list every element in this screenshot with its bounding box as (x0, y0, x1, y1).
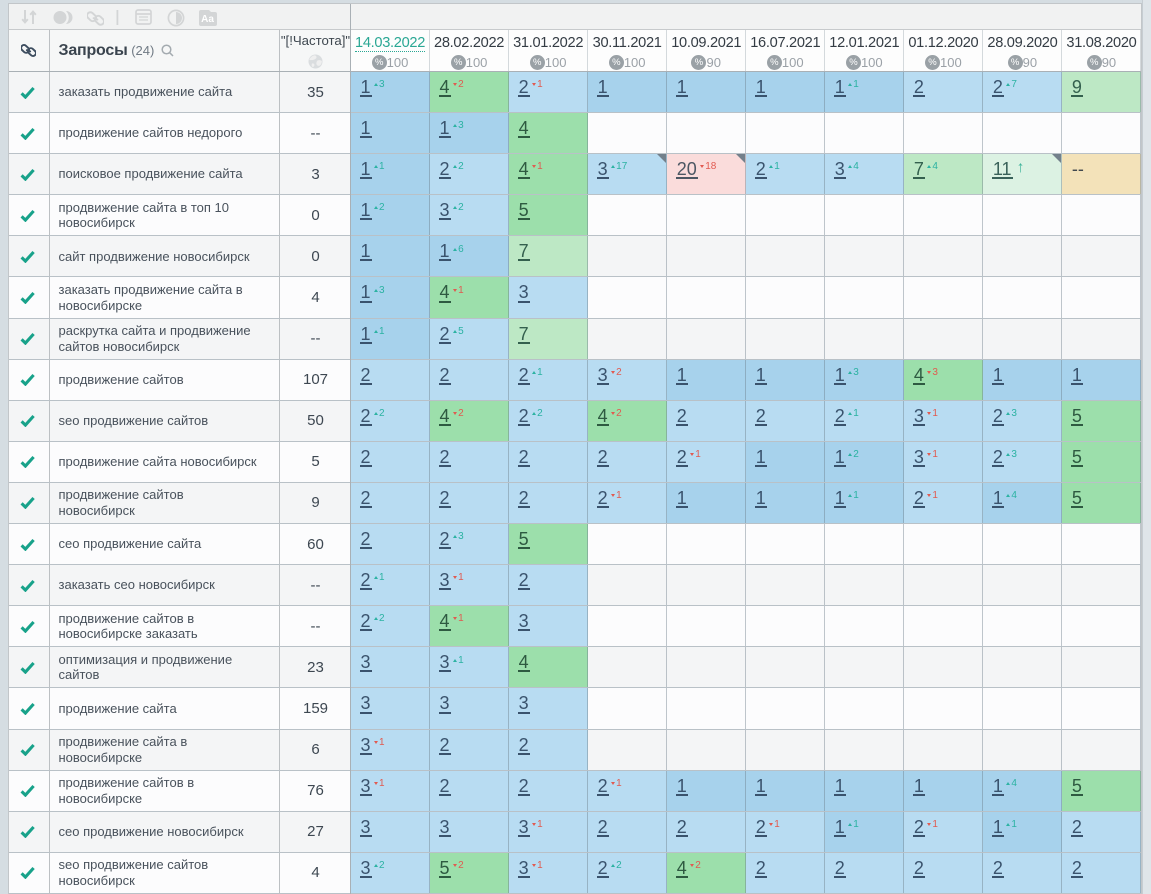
svg-text:Aa: Aa (201, 14, 214, 25)
